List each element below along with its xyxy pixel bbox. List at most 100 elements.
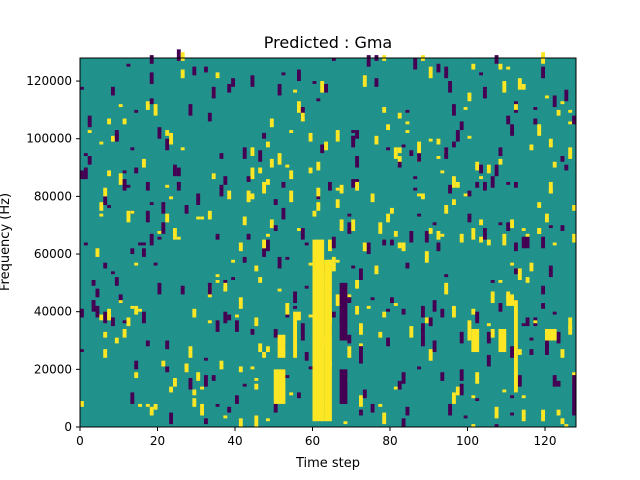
low-cell — [126, 63, 131, 67]
high-cell — [153, 104, 158, 116]
low-cell — [111, 317, 115, 327]
low-cell — [421, 305, 425, 318]
y-axis-label: Frequency (Hz) — [0, 193, 13, 291]
low-cell — [215, 320, 220, 332]
high-cell — [250, 366, 255, 370]
low-cell — [273, 401, 278, 413]
high-cell — [382, 107, 387, 113]
low-cell — [560, 156, 565, 162]
high-cell — [502, 233, 507, 246]
low-cell — [382, 239, 387, 246]
low-cell — [227, 83, 232, 93]
low-cell — [207, 112, 212, 122]
high-cell — [262, 239, 267, 249]
high-cell — [297, 101, 301, 113]
high-cell — [343, 421, 348, 425]
low-cell — [169, 412, 174, 425]
high-cell — [169, 132, 174, 145]
high-cell — [250, 193, 255, 200]
low-cell — [359, 409, 363, 416]
high-cell — [331, 256, 336, 263]
low-cell — [545, 343, 549, 355]
high-cell — [564, 424, 569, 427]
low-cell — [413, 58, 418, 70]
high-cell — [215, 72, 220, 79]
low-cell — [223, 176, 228, 185]
high-cell — [211, 173, 216, 180]
low-cell — [281, 207, 286, 220]
high-cell — [471, 63, 476, 70]
low-cell — [331, 236, 336, 249]
high-cell — [386, 213, 391, 223]
low-cell — [80, 86, 84, 90]
low-cell — [521, 323, 526, 327]
low-cell — [417, 213, 422, 217]
low-cell — [459, 331, 464, 344]
low-cell — [417, 153, 422, 162]
high-cell — [180, 147, 185, 151]
low-cell — [506, 181, 511, 185]
high-cell — [339, 219, 344, 231]
low-cell — [432, 300, 437, 312]
low-cell — [351, 135, 356, 142]
low-cell — [548, 265, 553, 278]
low-cell — [475, 311, 480, 324]
high-cell — [545, 95, 549, 99]
low-cell — [80, 349, 84, 353]
low-cell — [91, 279, 96, 286]
high-cell — [452, 305, 456, 318]
low-cell — [250, 75, 255, 87]
low-cell — [452, 104, 456, 116]
low-cell — [111, 86, 115, 96]
high-cell — [463, 107, 468, 110]
high-cell — [529, 262, 534, 272]
high-cell — [428, 66, 433, 79]
high-cell — [374, 135, 379, 145]
high-cell — [347, 294, 352, 298]
high-cell — [424, 317, 429, 324]
low-cell — [370, 403, 375, 413]
low-cell — [142, 248, 146, 257]
low-cell — [409, 150, 414, 157]
high-cell — [498, 279, 503, 283]
low-cell — [448, 81, 453, 93]
high-cell — [475, 372, 480, 384]
low-cell — [250, 328, 255, 335]
low-cell — [351, 130, 356, 133]
low-cell — [401, 418, 406, 427]
high-cell — [335, 259, 340, 263]
low-cell — [440, 372, 445, 381]
high-cell — [366, 305, 371, 309]
high-cell — [157, 230, 162, 234]
high-cell — [238, 297, 243, 306]
high-cell — [572, 205, 577, 211]
high-region — [471, 328, 480, 353]
low-cell — [510, 395, 515, 399]
high-cell — [510, 219, 515, 229]
low-cell — [331, 311, 336, 318]
high-cell — [335, 294, 340, 306]
high-cell — [421, 193, 425, 200]
low-cell — [126, 184, 131, 188]
low-cell — [176, 49, 181, 61]
high-cell — [215, 274, 220, 278]
high-cell — [424, 251, 429, 263]
high-cell — [459, 233, 464, 243]
high-cell — [362, 242, 367, 252]
low-cell — [483, 228, 487, 240]
high-cell — [103, 349, 108, 358]
high-cell — [560, 418, 565, 425]
low-cell — [176, 181, 181, 185]
low-cell — [111, 271, 115, 275]
low-cell — [421, 323, 425, 335]
low-cell — [122, 320, 127, 324]
low-cell — [328, 181, 332, 191]
high-cell — [475, 161, 480, 171]
high-cell — [130, 210, 135, 214]
low-cell — [459, 369, 464, 381]
low-cell — [494, 164, 499, 177]
low-cell — [397, 380, 402, 390]
low-cell — [281, 72, 286, 76]
high-cell — [289, 190, 294, 203]
low-cell — [475, 398, 480, 402]
